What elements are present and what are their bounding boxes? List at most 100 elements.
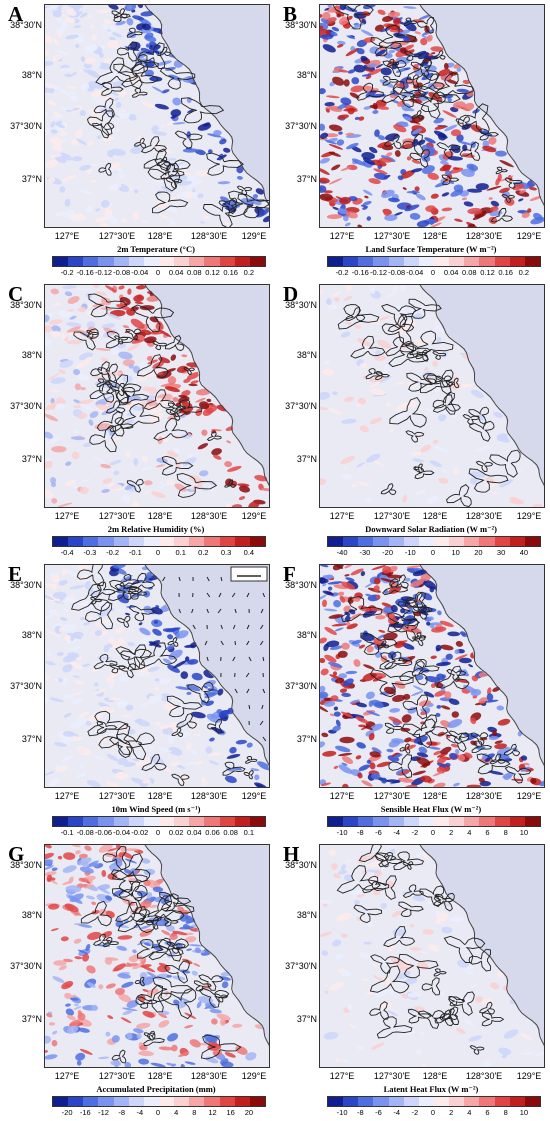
wind-arrow	[259, 720, 264, 726]
wind-arrow	[246, 640, 250, 646]
contour-line	[159, 67, 196, 90]
contour-line	[96, 721, 118, 734]
contour-line	[391, 574, 409, 589]
colorbar-tick-label: 0.12	[480, 268, 495, 277]
contour-line	[397, 601, 431, 621]
colorbar-segment	[189, 817, 205, 826]
colorbar-segment	[403, 817, 419, 826]
colorbar-segment	[143, 817, 159, 826]
wind-arrow	[220, 624, 223, 630]
sea-area	[420, 565, 544, 787]
contour-line	[350, 335, 386, 359]
contour-line	[448, 377, 460, 389]
map-area	[44, 564, 270, 788]
sea-area	[420, 5, 544, 227]
map-area	[44, 4, 270, 228]
contour-line	[80, 900, 112, 927]
colorbar-segment	[494, 817, 510, 826]
colorbar-segment	[328, 537, 344, 546]
contour-line	[93, 97, 115, 118]
colorbar	[327, 1096, 541, 1107]
latitude-label: 37°N	[21, 174, 42, 184]
terrain-contours	[70, 565, 258, 786]
contour-line	[407, 1008, 432, 1024]
colorbar-tick-label: 0.04	[186, 828, 202, 837]
contour-line	[164, 960, 190, 984]
colorbar-tick-label: 30	[496, 548, 506, 557]
colorbar-segment	[524, 257, 540, 266]
colorbar-segment	[358, 817, 374, 826]
colorbar-segment	[68, 537, 84, 546]
colorbar-segment	[328, 257, 344, 266]
colorbar-segment	[494, 1097, 510, 1106]
colorbar-tick-label: 0.08	[223, 828, 238, 837]
sea-area	[420, 845, 544, 1067]
colorbar-tick-label: -10	[336, 828, 348, 837]
contour-line	[468, 468, 509, 493]
wind-arrow	[262, 592, 266, 598]
colorbar-tick-label: 0.12	[205, 268, 220, 277]
longitude-label: 127°E	[54, 231, 80, 241]
contour-line	[445, 484, 472, 507]
colorbar-segment	[449, 537, 465, 546]
longitude-label: 128°30'E	[190, 231, 228, 241]
longitude-label: 127°30'E	[373, 231, 411, 241]
contour-line	[399, 660, 428, 686]
colorbar-title: Sensible Heat Flux (W m⁻²)	[380, 804, 482, 814]
wind-arrow	[178, 576, 181, 582]
contour-line	[481, 1012, 505, 1027]
colorbar-segment	[358, 537, 374, 546]
map-area	[319, 4, 545, 228]
contour-line	[111, 1049, 127, 1064]
colorbar-segment	[128, 257, 144, 266]
colorbar-tick-label: 0.06	[205, 828, 220, 837]
colorbar-tick-label: -4	[136, 1108, 144, 1117]
terrain-contours	[80, 845, 242, 1064]
colorbar-tick-label: -8	[356, 1108, 364, 1117]
contour-line	[381, 80, 416, 104]
colorbar-segment	[449, 817, 465, 826]
colorbar-segment	[388, 537, 404, 546]
colorbar-tick-label: 0	[155, 1108, 161, 1117]
panel-f: F 38°30'N 38°N 37°30'N 37°N 127°E 127°30'E 128°…	[275, 560, 550, 840]
wind-arrow	[248, 704, 251, 710]
contour-line	[105, 330, 135, 349]
colorbar-segment	[328, 1097, 344, 1106]
panel-c: C 38°30'N 38°N 37°30'N 37°N 127°E 127°30'E 128°…	[0, 280, 275, 560]
colorbar-segment	[403, 1097, 419, 1106]
colorbar-segment	[98, 817, 114, 826]
contour-line	[148, 937, 184, 961]
longitude-label: 127°E	[329, 231, 355, 241]
contour-line	[245, 756, 258, 764]
colorbar-tick-label: 0.2	[243, 268, 255, 277]
map-svg	[45, 5, 269, 227]
contour-line	[418, 1010, 445, 1029]
colorbar-segment	[373, 537, 389, 546]
panel-letter: F	[283, 562, 296, 586]
contour-line	[137, 996, 158, 1009]
colorbar-segment	[174, 1097, 190, 1106]
colorbar-tick-label: -4	[393, 828, 401, 837]
contour-line	[156, 156, 171, 167]
colorbar-segment	[403, 537, 419, 546]
contour-line	[76, 565, 105, 587]
colorbar-tick-label: 0.16	[498, 268, 513, 277]
colorbar	[52, 256, 266, 267]
colorbar-tick-label: 0	[155, 548, 161, 557]
sea-area	[420, 285, 544, 507]
colorbar-tick-label: 0.1	[243, 828, 255, 837]
latitude-label: 38°N	[21, 630, 42, 640]
colorbar-tick-label: -0.06	[94, 828, 113, 837]
longitude-label: 128°E	[422, 1071, 448, 1081]
sea-area	[145, 5, 269, 227]
map-svg	[320, 845, 544, 1067]
colorbar-tick-label: 4	[467, 828, 472, 837]
contour-line	[138, 42, 166, 69]
longitude-label: 129°E	[241, 231, 267, 241]
wind-arrow	[206, 656, 209, 662]
contour-line	[135, 984, 164, 1013]
wind-arrow	[246, 688, 250, 694]
colorbar-segment	[479, 257, 495, 266]
contour-line	[479, 128, 500, 141]
contour-line	[200, 1034, 242, 1060]
